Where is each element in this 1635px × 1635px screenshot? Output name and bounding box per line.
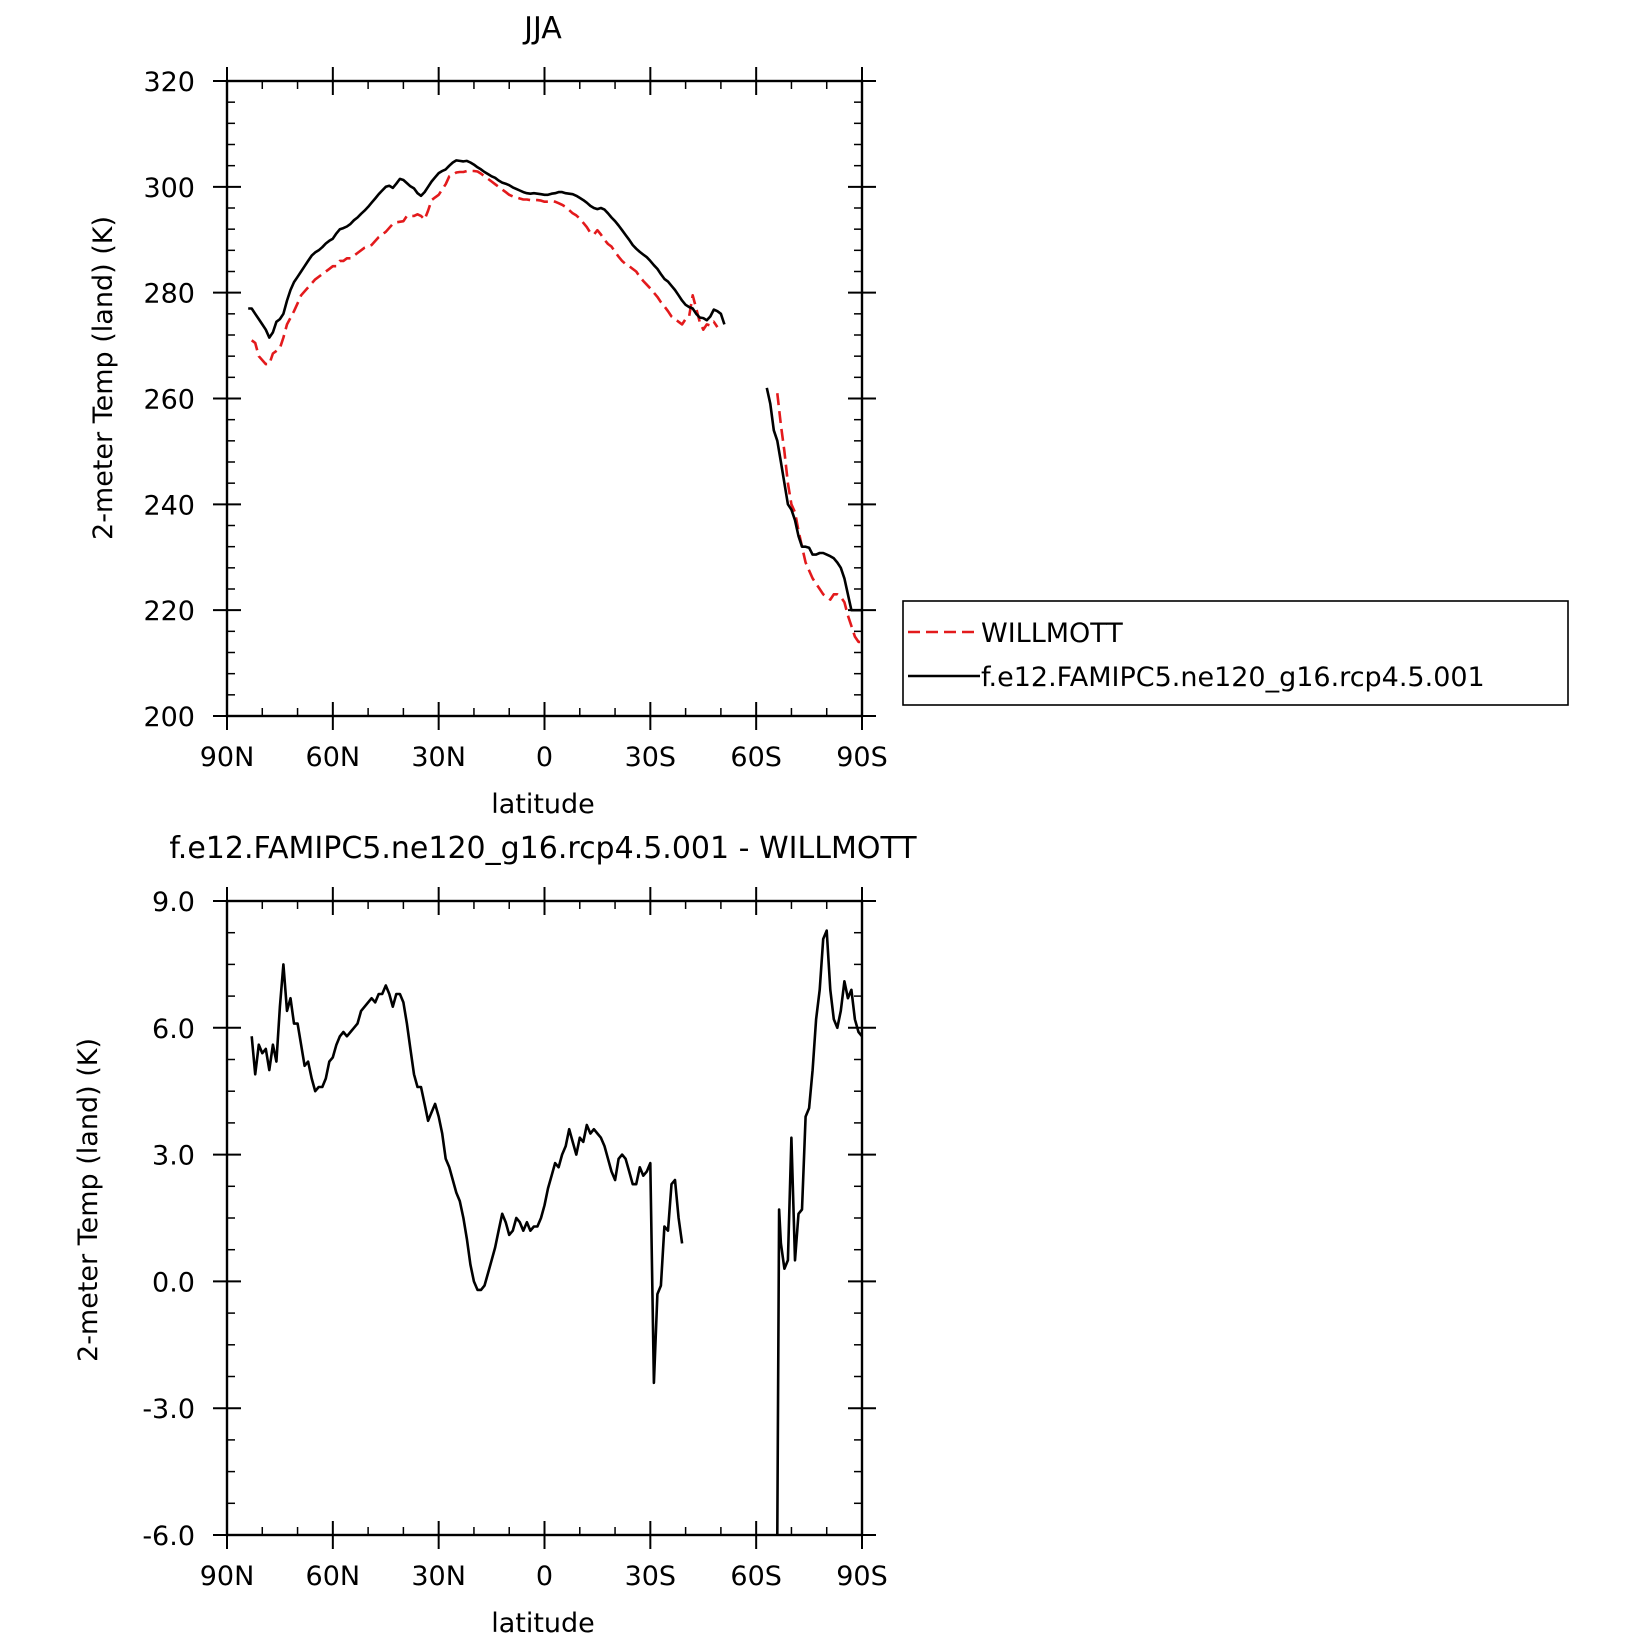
plot-series <box>248 159 862 644</box>
x-tick-label: 30N <box>411 742 466 773</box>
x-tick-label: 60N <box>306 1561 361 1592</box>
y-tick-label: 260 <box>143 385 195 416</box>
x-tick-label: 60N <box>306 742 361 773</box>
plot-frame <box>225 899 864 1537</box>
y-axis-label: 2-meter Temp (land) (K) <box>73 1038 104 1362</box>
plot-axes: 90N 60N 30N 0 30S 60S 90S -6.0 -3.0 0.0 3.0 6.0 9.0 <box>142 887 888 1592</box>
plot-series <box>250 929 864 1536</box>
chart-title: JJA <box>522 11 562 46</box>
y-tick-label: 220 <box>143 596 195 627</box>
legend-label-obs: WILLMOTT <box>981 618 1123 649</box>
chart-title: f.e12.FAMIPC5.ne120_g16.rcp4.5.001 - WIL… <box>169 831 917 866</box>
y-tick-label: 280 <box>143 279 195 310</box>
x-tick-label: 60S <box>730 742 782 773</box>
series-line <box>250 963 684 1385</box>
plot-axes: 90N 60N 30N 0 30S 60S 90S 200 220 240 260 280 300 320 <box>143 67 888 773</box>
y-tick-label: -3.0 <box>142 1394 195 1425</box>
x-tick-label: 0 <box>536 742 553 773</box>
y-tick-label: 240 <box>143 490 195 521</box>
x-tick-label: 90S <box>836 1561 888 1592</box>
legend-label-model: f.e12.FAMIPC5.ne120_g16.rcp4.5.001 <box>981 662 1485 693</box>
x-axis-label: latitude <box>491 789 595 820</box>
x-tick-label: 90N <box>200 1561 255 1592</box>
x-tick-label: 0 <box>536 1561 553 1592</box>
series-line <box>765 387 862 612</box>
y-tick-label: 200 <box>143 702 195 733</box>
x-tick-label: 90S <box>836 742 888 773</box>
difference-panel: f.e12.FAMIPC5.ne120_g16.rcp4.5.001 - WIL… <box>73 831 917 1635</box>
y-tick-label: -6.0 <box>142 1521 195 1552</box>
y-tick-label: 3.0 <box>152 1141 195 1172</box>
y-tick-label: 6.0 <box>152 1014 195 1045</box>
series-line <box>250 169 719 366</box>
x-tick-label: 30S <box>625 1561 677 1592</box>
y-tick-label: 300 <box>143 173 195 204</box>
y-tick-label: 9.0 <box>152 887 195 918</box>
x-tick-label: 30N <box>411 1561 466 1592</box>
x-tick-label: 90N <box>200 742 255 773</box>
series-line <box>776 393 862 644</box>
legend: WILLMOTT f.e12.FAMIPC5.ne120_g16.rcp4.5.… <box>902 600 1569 706</box>
y-tick-label: 0.0 <box>152 1267 195 1298</box>
x-tick-label: 60S <box>730 1561 782 1592</box>
series-line <box>248 159 726 339</box>
series-line <box>776 929 864 1536</box>
x-tick-label: 30S <box>625 742 677 773</box>
y-tick-label: 320 <box>143 67 195 98</box>
x-axis-label: latitude <box>491 1608 595 1635</box>
legend-box <box>902 600 1569 706</box>
y-axis-label: 2-meter Temp (land) (K) <box>88 216 119 540</box>
plot-frame <box>225 79 864 718</box>
temperature-panel: JJA 90N 60N 30N 0 30S 60S 90S 200 220 240 260 280 30… <box>88 11 888 820</box>
